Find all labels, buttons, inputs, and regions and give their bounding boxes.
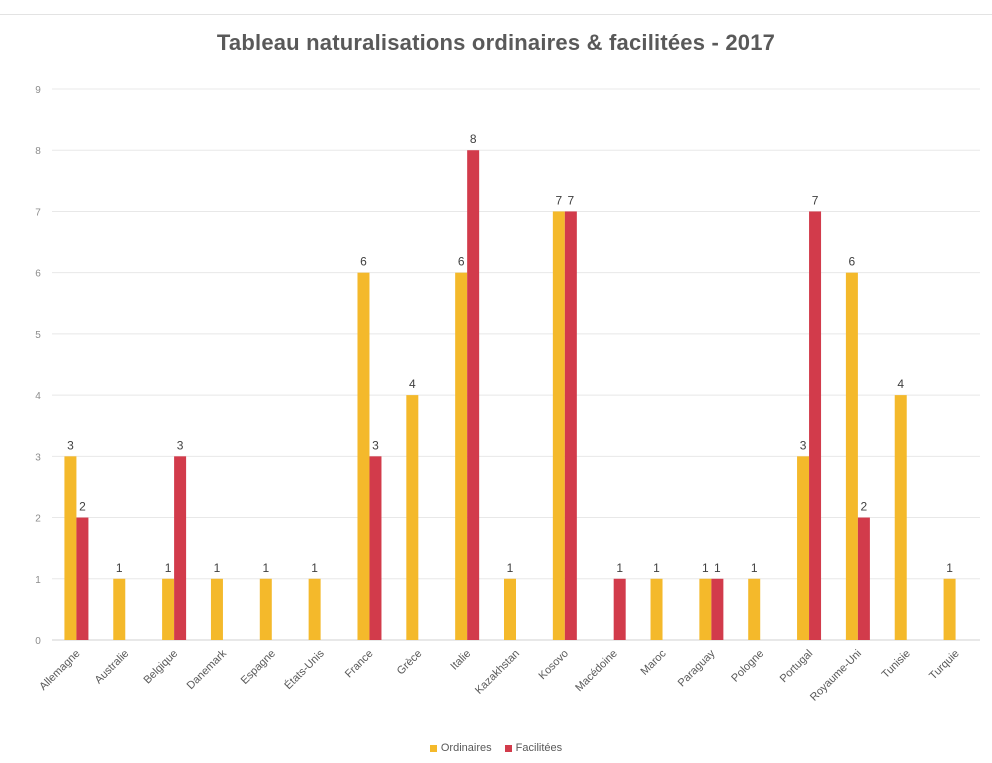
x-tick-label: France (343, 648, 376, 681)
legend-swatch-ordinaires (429, 744, 437, 752)
x-tick-label: Turquie (927, 648, 962, 683)
x-tick-label: Pologne (729, 648, 766, 685)
x-tick-label: Allemagne (37, 648, 82, 693)
data-label: 1 (262, 561, 269, 575)
x-tick-label: Kazakhstan (473, 648, 522, 697)
x-tick-label: Italie (448, 648, 473, 673)
bar-facilitees (613, 578, 626, 640)
bar-facilitees (564, 211, 577, 640)
y-tick-label: 6 (35, 269, 41, 280)
data-label: 1 (946, 561, 953, 575)
bar-ordinaires (894, 395, 907, 640)
x-tick-label: Paraguay (676, 647, 718, 689)
data-label: 1 (165, 561, 172, 575)
legend-label-facilitees: Facilitées (515, 742, 563, 754)
x-tick-label: États-Unis (282, 647, 327, 692)
bar-ordinaires (943, 578, 956, 640)
x-tick-label: Tunisie (880, 648, 913, 681)
x-tick-label: Grèce (395, 648, 425, 678)
data-label: 1 (653, 561, 660, 575)
y-tick-label: 3 (35, 452, 41, 463)
data-label: 2 (79, 500, 86, 514)
bar-facilitees (809, 211, 822, 640)
bar-ordinaires (504, 578, 516, 640)
x-axis-ticks: Allemagne Australie Belgique Danemark Espagn… (37, 647, 961, 704)
data-label: 8 (470, 132, 477, 146)
data-label: 2 (861, 500, 868, 514)
x-tick-label: Macédoine (573, 648, 620, 695)
bar-ordinaires (748, 578, 761, 640)
top-divider (0, 14, 992, 15)
legend-item-facilitees: Facilitées (504, 742, 563, 754)
y-tick-label: 0 (35, 636, 41, 647)
bar-ordinaires (699, 578, 712, 640)
data-label: 6 (458, 255, 465, 269)
bar-ordinaires (650, 578, 663, 640)
x-tick-label: Portugal (778, 648, 815, 685)
data-label: 7 (567, 193, 574, 207)
data-label: 3 (372, 438, 379, 452)
data-label: 7 (555, 193, 562, 207)
bar-ordinaires (210, 578, 223, 640)
x-tick-label: Danemark (185, 647, 230, 692)
x-tick-label: Royaume-Uni (808, 648, 864, 704)
bar-ordinaires (113, 578, 126, 640)
gridlines (52, 88, 980, 641)
bar-ordinaires (259, 578, 272, 640)
legend-item-ordinaires: Ordinaires (429, 742, 492, 754)
bar-ordinaires (357, 272, 370, 640)
data-label: 3 (800, 438, 807, 452)
y-axis-ticks: 0 1 2 3 4 5 6 7 8 9 (35, 85, 41, 647)
bar-ordinaires (162, 578, 175, 640)
data-label: 1 (714, 561, 721, 575)
y-tick-label: 5 (35, 330, 41, 341)
data-label: 1 (751, 561, 758, 575)
bars (64, 150, 956, 640)
bar-facilitees (857, 517, 870, 640)
data-label: 4 (409, 377, 416, 391)
data-label: 6 (360, 255, 367, 269)
x-tick-label: Australie (93, 648, 132, 687)
y-tick-label: 1 (35, 575, 41, 586)
bar-facilitees (174, 456, 187, 640)
y-tick-label: 7 (35, 207, 41, 218)
legend-swatch-facilitees (504, 744, 512, 752)
data-label: 3 (177, 438, 184, 452)
bar-ordinaires (64, 456, 77, 640)
y-tick-label: 2 (35, 514, 41, 525)
data-label: 1 (116, 561, 123, 575)
data-label: 7 (812, 193, 819, 207)
legend-label-ordinaires: Ordinaires (440, 742, 492, 754)
y-tick-label: 9 (35, 85, 41, 96)
x-tick-label: Espagne (239, 648, 278, 687)
bar-ordinaires (406, 395, 419, 640)
data-label: 3 (67, 438, 74, 452)
data-label: 1 (616, 561, 623, 575)
y-tick-label: 4 (35, 391, 41, 402)
bar-ordinaires (455, 272, 468, 640)
bar-ordinaires (552, 211, 565, 640)
legend: Ordinaires Facilitées (0, 742, 992, 755)
bar-ordinaires (797, 456, 810, 640)
data-label: 4 (897, 377, 904, 391)
bar-ordinaires (845, 272, 858, 640)
x-tick-label: Belgique (141, 648, 180, 687)
data-label: 6 (849, 255, 856, 269)
chart-title: Tableau naturalisations ordinaires & fac… (216, 30, 776, 55)
data-label: 1 (311, 561, 318, 575)
bar-facilitees (711, 578, 724, 640)
bar-facilitees (467, 150, 480, 640)
bar-facilitees (76, 517, 89, 640)
x-tick-label: Kosovo (537, 648, 571, 682)
y-tick-label: 8 (35, 146, 41, 157)
x-tick-label: Maroc (639, 647, 669, 677)
data-label: 1 (507, 561, 514, 575)
bar-ordinaires (308, 578, 321, 640)
data-label: 1 (214, 561, 221, 575)
data-label: 1 (702, 561, 709, 575)
bar-facilitees (369, 456, 382, 640)
